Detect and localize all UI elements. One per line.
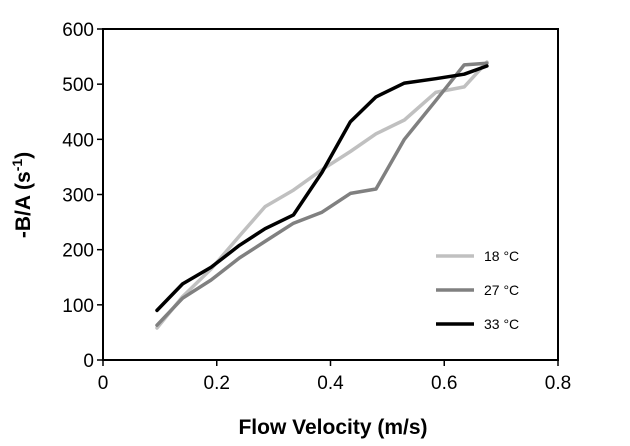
x-tick-label: 0.6 xyxy=(431,373,457,394)
series-line xyxy=(155,60,489,330)
x-axis: 0 0.2 0.4 0.6 0.8 xyxy=(98,360,571,394)
series-line xyxy=(155,61,489,327)
legend-label: 18 °C xyxy=(484,248,519,264)
x-tick-label: 0.2 xyxy=(204,373,230,394)
x-tick-label: 0.4 xyxy=(317,373,344,394)
legend-label: 33 °C xyxy=(484,316,519,332)
x-tick-label: 0 xyxy=(98,373,109,394)
y-tick-label: 0 xyxy=(83,351,94,372)
y-tick-label: 400 xyxy=(62,130,94,151)
legend: 18 °C 27 °C 33 °C xyxy=(436,248,519,332)
y-tick-label: 300 xyxy=(62,186,94,207)
legend-label: 27 °C xyxy=(484,282,519,298)
y-axis-title: -B/A (s-1) xyxy=(9,152,35,238)
y-axis: 0 100 200 300 400 500 600 xyxy=(62,20,103,372)
y-tick-label: 100 xyxy=(62,296,94,317)
y-tick-label: 600 xyxy=(62,20,94,41)
y-axis-title-main: -B/A (s xyxy=(12,171,35,238)
x-axis-title: Flow Velocity (m/s) xyxy=(238,416,427,439)
series-layer xyxy=(155,60,489,330)
y-axis-title-superscript: -1 xyxy=(9,159,25,172)
y-tick-label: 200 xyxy=(62,241,94,262)
y-axis-title-close: ) xyxy=(12,152,35,159)
y-tick-label: 500 xyxy=(62,75,94,96)
x-tick-label: 0.8 xyxy=(545,373,571,394)
series-line xyxy=(155,64,489,313)
